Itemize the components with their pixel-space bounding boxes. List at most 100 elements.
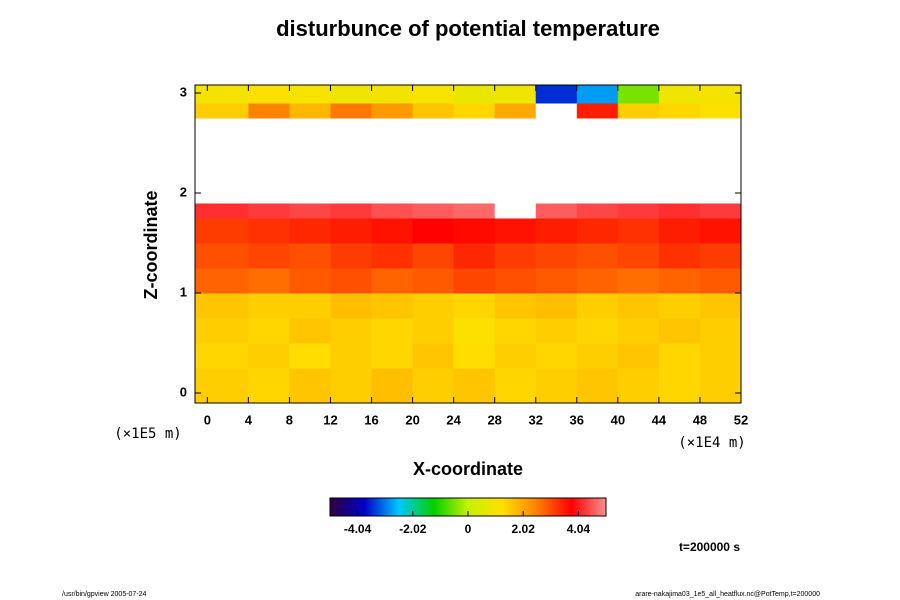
- heat-cell: [576, 368, 619, 404]
- y-tick-label: 2: [180, 184, 187, 199]
- heat-cell: [576, 243, 619, 269]
- heat-cell: [289, 203, 331, 219]
- heat-cell: [699, 133, 742, 204]
- heat-cell: [494, 203, 537, 219]
- heat-cell: [535, 103, 578, 119]
- heat-cell: [289, 293, 331, 319]
- heat-cell: [289, 343, 331, 369]
- heat-cell: [617, 368, 660, 404]
- heat-cell: [371, 293, 414, 319]
- heat-cell: [330, 218, 373, 244]
- colorbar-tick-label: 2.02: [512, 522, 536, 536]
- heat-cell: [453, 268, 496, 294]
- heat-cell: [412, 343, 455, 369]
- heat-cell: [330, 293, 373, 319]
- heat-cell: [617, 243, 660, 269]
- heat-cell: [576, 343, 619, 369]
- heat-cell: [289, 118, 331, 134]
- x-tick-label: 12: [323, 412, 337, 427]
- heat-cell: [658, 268, 701, 294]
- footer-left: /usr/bin/gpview 2005-07-24: [62, 591, 147, 598]
- plot-frame: [194, 84, 742, 404]
- heat-cell: [371, 133, 414, 204]
- heat-cell: [658, 218, 701, 244]
- x-tick-label: 16: [364, 412, 378, 427]
- heat-cell: [494, 133, 537, 204]
- heat-cell: [494, 318, 537, 344]
- heat-cell: [412, 243, 455, 269]
- x-tick-label: 40: [611, 412, 625, 427]
- heat-cell: [248, 293, 290, 319]
- x-tick-label: 36: [570, 412, 584, 427]
- heat-cell: [535, 243, 578, 269]
- heat-cell: [576, 293, 619, 319]
- heat-cell: [289, 85, 331, 104]
- heat-cell: [699, 243, 742, 269]
- x-tick-label: 52: [734, 412, 748, 427]
- heat-cell: [371, 118, 414, 134]
- heat-cell: [494, 243, 537, 269]
- heat-cell: [535, 368, 578, 404]
- heat-cell: [576, 268, 619, 294]
- heat-cell: [494, 85, 537, 104]
- heat-cell: [289, 368, 331, 404]
- heat-cell: [617, 85, 660, 104]
- heat-cell: [453, 118, 496, 134]
- heat-cell: [453, 85, 496, 104]
- heat-cell: [412, 85, 455, 104]
- heat-cell: [453, 243, 496, 269]
- heat-cell: [576, 85, 619, 104]
- heat-cell: [453, 368, 496, 404]
- y-tick-label: 3: [180, 84, 187, 99]
- heat-cell: [371, 203, 414, 219]
- heat-cell: [535, 293, 578, 319]
- heat-cell: [699, 293, 742, 319]
- heat-cell: [195, 368, 249, 404]
- heat-cell: [412, 293, 455, 319]
- heat-cell: [453, 203, 496, 219]
- heat-cell: [248, 103, 290, 119]
- heat-cell: [576, 318, 619, 344]
- heat-cell: [453, 343, 496, 369]
- heat-cell: [617, 203, 660, 219]
- heat-cell: [330, 243, 373, 269]
- heat-cell: [494, 343, 537, 369]
- heat-cell: [248, 203, 290, 219]
- x-tick-label: 44: [652, 412, 667, 427]
- heat-cell: [494, 103, 537, 119]
- heat-cell: [195, 293, 249, 319]
- heat-cell: [494, 368, 537, 404]
- heat-cell: [195, 118, 249, 134]
- heat-cell: [453, 103, 496, 119]
- heat-cell: [494, 293, 537, 319]
- heat-cell: [330, 103, 373, 119]
- heat-cell: [412, 218, 455, 244]
- heat-cell: [658, 118, 701, 134]
- heat-cell: [330, 268, 373, 294]
- heat-cell: [494, 218, 537, 244]
- heat-cell: [617, 293, 660, 319]
- heat-cell: [195, 103, 249, 119]
- heat-cell: [330, 318, 373, 344]
- heat-cell: [248, 243, 290, 269]
- heat-cell: [617, 103, 660, 119]
- heat-cell: [289, 103, 331, 119]
- heat-cell: [494, 268, 537, 294]
- x-axis-label: X-coordinate: [413, 459, 523, 479]
- heat-cell: [699, 85, 742, 104]
- heat-cell: [195, 318, 249, 344]
- colorbar-tick-label: -2.02: [399, 522, 427, 536]
- heat-cell: [453, 293, 496, 319]
- heat-cell: [617, 318, 660, 344]
- heat-cell: [330, 368, 373, 404]
- heat-cell: [248, 343, 290, 369]
- heat-cell: [371, 318, 414, 344]
- heat-cell: [371, 218, 414, 244]
- heat-cell: [658, 343, 701, 369]
- heat-cell: [699, 118, 742, 134]
- heat-cell: [617, 133, 660, 204]
- heat-cell: [658, 85, 701, 104]
- heat-cell: [535, 268, 578, 294]
- heat-cell: [494, 118, 537, 134]
